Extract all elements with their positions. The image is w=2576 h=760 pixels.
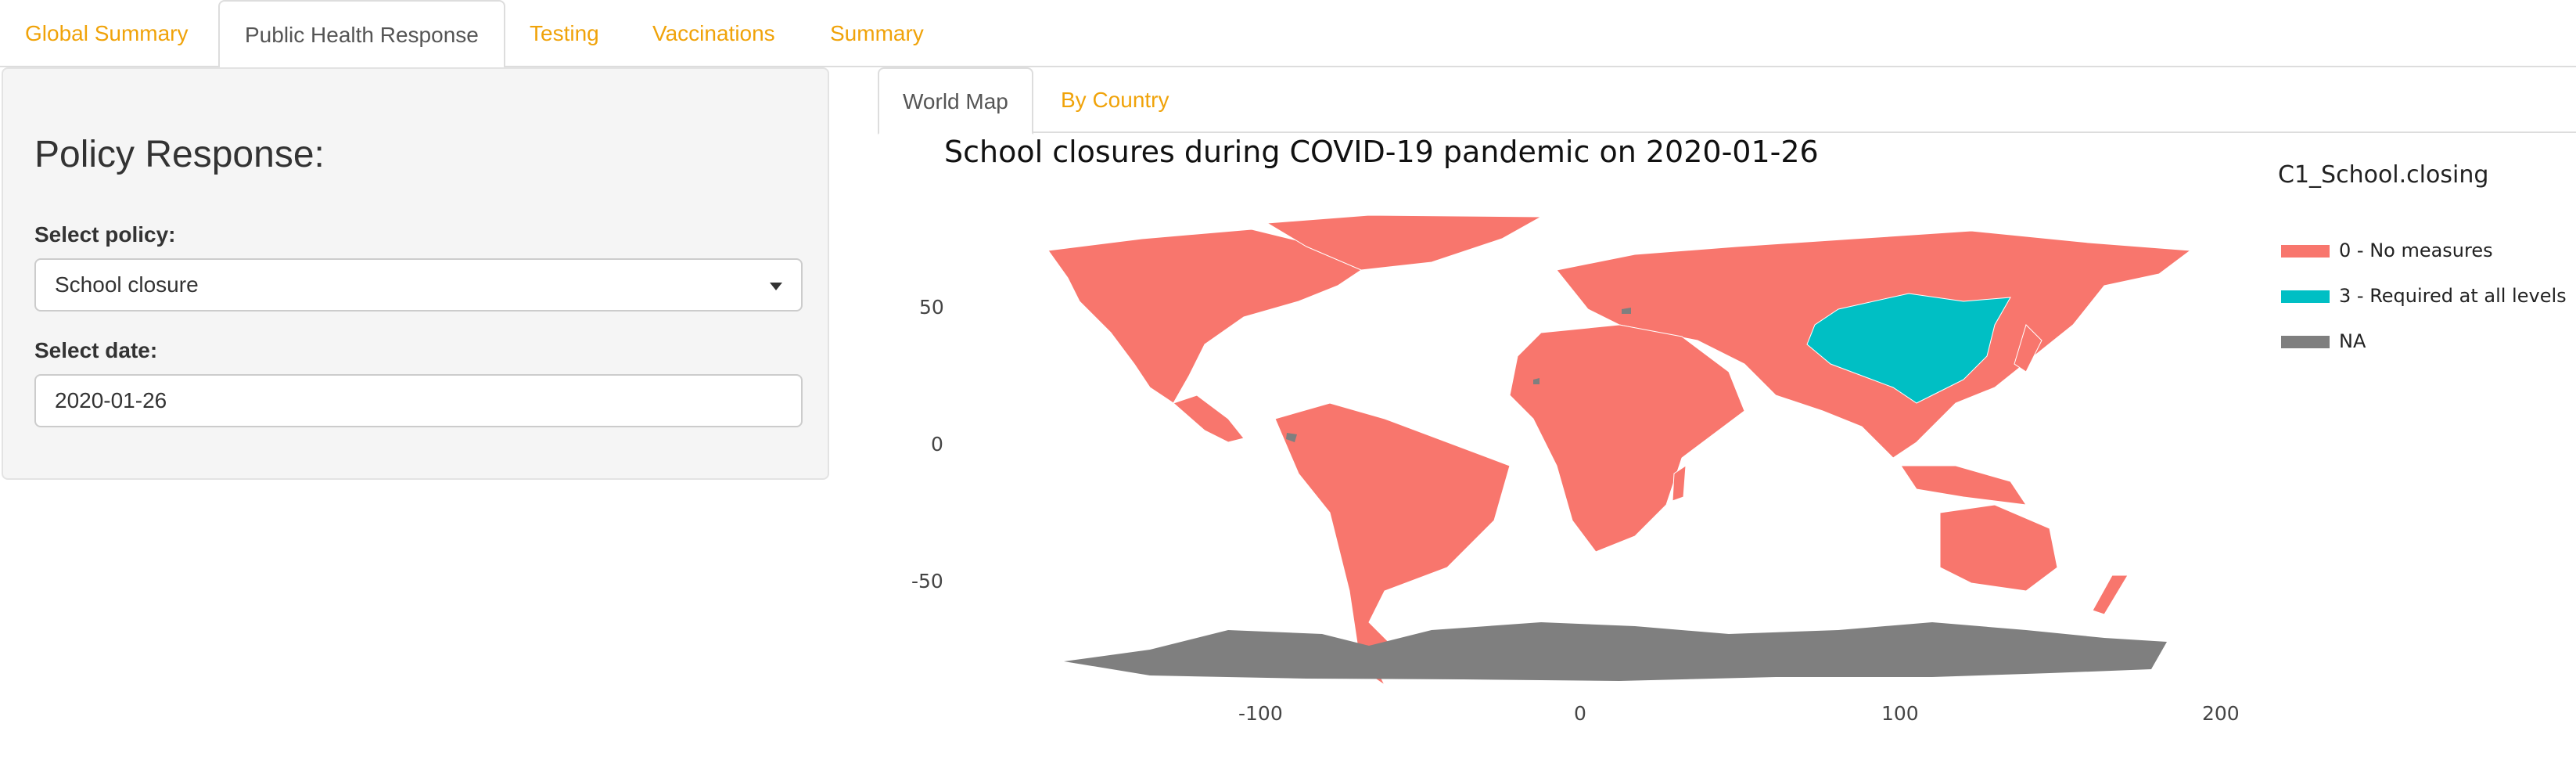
region-madagascar <box>1672 465 1687 502</box>
y-tick-minus-50: -50 <box>911 570 943 593</box>
tab-global-summary[interactable]: Global Summary <box>25 21 189 45</box>
y-tick-0: 0 <box>931 433 943 456</box>
x-tick-100: 100 <box>1881 702 1919 725</box>
legend-item-na[interactable]: NA <box>2281 330 2366 352</box>
legend-item-no-measures[interactable]: 0 - No measures <box>2281 240 2493 261</box>
region-australia <box>1939 504 2058 592</box>
x-tick-minus-100: -100 <box>1238 702 1283 725</box>
map-subnav: World Map By Country <box>878 67 2576 135</box>
tab-vaccinations[interactable]: Vaccinations <box>652 21 775 45</box>
date-input[interactable]: 2020-01-26 <box>34 374 803 427</box>
region-south-america <box>1274 402 1511 685</box>
y-tick-50: 50 <box>919 296 944 319</box>
region-se-asia <box>1900 465 2028 506</box>
top-nav: Global Summary Public Health Response Te… <box>0 0 2576 69</box>
legend-item-required-all-levels[interactable]: 3 - Required at all levels <box>2281 285 2567 307</box>
region-central-america <box>1173 394 1245 443</box>
region-na-small-1 <box>1622 308 1631 314</box>
region-na-small-2 <box>1286 433 1297 442</box>
legend-title: C1_School.closing <box>2278 161 2489 189</box>
region-north-america <box>1047 229 1362 404</box>
tab-testing[interactable]: Testing <box>530 21 599 45</box>
date-label: Select date: <box>34 338 158 362</box>
x-tick-200: 200 <box>2202 702 2240 725</box>
tab-summary[interactable]: Summary <box>830 21 924 45</box>
region-antarctica <box>1064 622 2167 681</box>
tab-by-country[interactable]: By Country <box>1061 88 1169 112</box>
map-title: School closures during COVID-19 pandemic… <box>944 135 1819 169</box>
legend-swatch <box>2281 245 2330 258</box>
legend-swatch <box>2281 290 2330 303</box>
policy-label: Select policy: <box>34 222 176 247</box>
region-africa <box>1509 324 1745 553</box>
region-japan <box>2014 324 2042 373</box>
tab-public-health-response[interactable]: Public Health Response <box>218 0 505 69</box>
sidebar-heading: Policy Response: <box>34 134 325 175</box>
world-map[interactable] <box>993 207 2214 685</box>
legend-swatch <box>2281 336 2330 348</box>
x-tick-0: 0 <box>1574 702 1586 725</box>
tab-world-map[interactable]: World Map <box>878 67 1033 135</box>
region-new-zealand <box>2092 575 2129 615</box>
date-input-value: 2020-01-26 <box>55 388 167 412</box>
policy-select[interactable]: School closure <box>34 258 803 312</box>
legend-label: 3 - Required at all levels <box>2339 285 2567 307</box>
region-china <box>1806 293 2011 404</box>
legend-label: NA <box>2339 330 2366 352</box>
region-na-small-3 <box>1533 378 1539 384</box>
legend-label: 0 - No measures <box>2339 240 2493 261</box>
sidebar-panel: Policy Response: Select policy: School c… <box>2 67 829 480</box>
region-greenland <box>1266 214 1543 271</box>
chevron-down-icon <box>770 283 782 290</box>
policy-select-value: School closure <box>55 272 199 297</box>
